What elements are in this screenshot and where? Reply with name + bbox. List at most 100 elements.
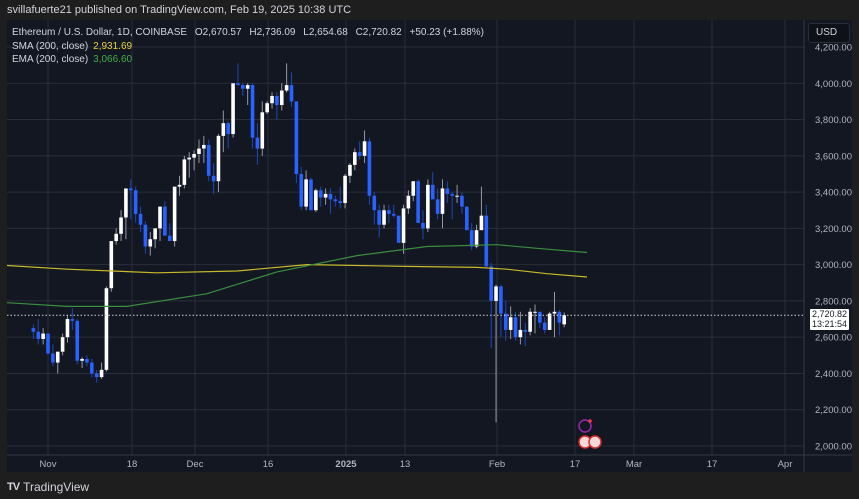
candle-body <box>333 199 338 202</box>
x-tick-label: 2025 <box>335 459 357 470</box>
candle-body <box>163 206 167 236</box>
candle-body <box>46 333 50 354</box>
candle-body <box>348 164 352 176</box>
candle-body <box>318 190 323 198</box>
y-tick-label: 2,600.00 <box>815 333 852 344</box>
candle-body <box>518 329 523 338</box>
candle-body <box>80 358 84 361</box>
candle-body <box>85 358 89 363</box>
candle-body <box>75 320 80 361</box>
sma-value: 2,931.69 <box>93 40 133 52</box>
legend-close: C2,720.82 <box>355 27 402 38</box>
x-tick-label: Apr <box>778 459 793 470</box>
x-tick-label: 17 <box>570 459 581 470</box>
candle-body <box>148 239 153 247</box>
candle-body <box>153 228 157 240</box>
candle-body <box>275 95 279 106</box>
candle-body <box>138 213 143 225</box>
x-tick-label: Nov <box>40 459 57 470</box>
candlestick-chart[interactable]: 2,000.00 2,200.00 2,400.00 2,600.00 2,800.00… <box>7 20 852 472</box>
candle-body <box>353 152 357 165</box>
candle-body <box>216 135 221 182</box>
candle-body <box>421 222 425 229</box>
candle-body <box>284 85 289 91</box>
x-tick-label: 18 <box>127 459 138 470</box>
y-tick-label: 2,800.00 <box>815 296 852 307</box>
candle-body <box>469 230 474 247</box>
candle-body <box>41 333 45 339</box>
candle-body <box>60 337 65 352</box>
sma-200-line <box>7 263 588 278</box>
candle-body <box>221 123 226 136</box>
x-tick-label: Mar <box>626 459 642 470</box>
candle-body <box>314 190 318 211</box>
candle-body <box>94 373 99 378</box>
footer: TV TradingView <box>7 480 89 494</box>
candle-body <box>133 190 138 214</box>
candle-body <box>445 188 450 194</box>
candle-body <box>236 83 240 86</box>
y-tick-label: 3,800.00 <box>815 115 852 126</box>
candle-body <box>547 313 552 330</box>
legend-symbol[interactable]: Ethereum / U.S. Dollar, 1D, COINBASE <box>12 27 188 38</box>
candle-body <box>406 195 411 209</box>
candle-body <box>503 313 508 330</box>
candle-body <box>533 311 537 313</box>
y-tick-label: 4,000.00 <box>815 79 852 90</box>
events-icon[interactable] <box>578 419 602 449</box>
currency-button[interactable]: USD <box>808 23 850 43</box>
event-dot <box>588 419 592 423</box>
candle-body <box>484 215 489 267</box>
candle-body <box>309 179 313 211</box>
candle-body <box>387 210 391 214</box>
legend-ema[interactable]: EMA (200, close) 3,066.60 <box>12 53 489 67</box>
candle-body <box>187 157 192 160</box>
candle-body <box>245 85 250 89</box>
tradingview-logo-icon: TV <box>7 481 20 493</box>
candle-body <box>552 311 557 314</box>
candle-body <box>270 95 274 104</box>
candle-body <box>114 233 118 242</box>
candle-body <box>172 186 177 242</box>
candle-body <box>299 173 304 207</box>
candle-body <box>513 317 518 338</box>
candle-body <box>31 328 36 332</box>
candle-body <box>508 317 513 330</box>
x-tick-label: 13 <box>400 459 411 470</box>
candle-body <box>479 215 484 231</box>
ema-label: EMA (200, close) <box>12 54 89 65</box>
candle-body <box>440 188 445 214</box>
candle-body <box>192 154 196 158</box>
candle-body <box>416 181 420 223</box>
candle-body <box>167 235 172 242</box>
candle-body <box>343 175 347 203</box>
bar-countdown: 13:21:54 <box>811 319 848 329</box>
x-tick-label: Feb <box>489 459 505 470</box>
flash-event-icon[interactable] <box>578 419 592 433</box>
y-tick-label: 3,200.00 <box>815 224 852 235</box>
legend-low: L2,654.68 <box>303 27 348 38</box>
publish-info: svillafuerte21 published on TradingView.… <box>7 4 352 16</box>
candle-body <box>231 83 235 135</box>
candle-body <box>36 331 41 339</box>
candle-body <box>489 266 493 301</box>
legend-high: H2,736.09 <box>249 27 296 38</box>
candle-body <box>260 112 265 149</box>
candle-body <box>357 152 362 156</box>
candle-body <box>362 141 367 156</box>
candle-body <box>294 101 299 174</box>
candle-body <box>499 286 503 314</box>
y-tick-label: 3,600.00 <box>815 151 852 162</box>
chart-panel[interactable]: 2,000.00 2,200.00 2,400.00 2,600.00 2,800.00… <box>7 20 852 472</box>
candle-body <box>323 193 328 198</box>
candle-body <box>435 199 440 214</box>
candle-body <box>51 353 55 363</box>
candle-body <box>372 195 377 211</box>
candle-body <box>65 319 70 338</box>
candle-body <box>265 103 269 113</box>
legend-change: +50.23 (+1.88%) <box>409 27 485 38</box>
candle-body <box>211 175 216 182</box>
legend-sma[interactable]: SMA (200, close) 2,931.69 <box>12 40 489 54</box>
candle-body <box>197 148 201 155</box>
us-flag-event-icon[interactable] <box>588 435 602 449</box>
